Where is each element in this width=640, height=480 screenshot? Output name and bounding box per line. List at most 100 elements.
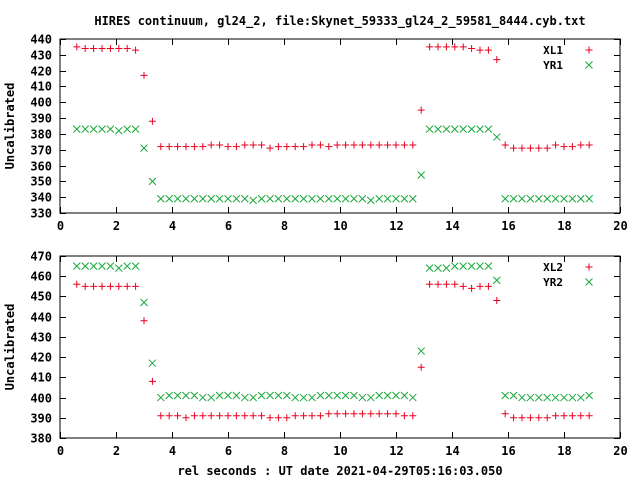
- data-point: [375, 410, 383, 418]
- data-point: [518, 194, 526, 203]
- y-tick-label: 350: [30, 175, 52, 189]
- data-point: [442, 125, 451, 134]
- data-point: [106, 262, 115, 270]
- data-point: [215, 391, 224, 400]
- data-point: [400, 194, 409, 203]
- data-point: [316, 194, 325, 203]
- y-axis-label: Uncalibrated: [3, 83, 17, 170]
- data-point: [182, 143, 190, 151]
- data-point: [426, 280, 434, 288]
- data-point: [543, 393, 552, 402]
- data-point: [543, 194, 552, 203]
- y-tick-label: 390: [30, 112, 52, 126]
- data-point: [358, 194, 367, 203]
- data-point: [232, 194, 241, 203]
- y-tick-label: 420: [30, 65, 52, 79]
- data-point: [123, 125, 132, 134]
- data-point: [492, 276, 501, 285]
- x-tick-label: 20: [613, 444, 627, 458]
- data-point: [283, 414, 291, 422]
- x-tick-label: 0: [57, 219, 64, 233]
- data-point: [417, 363, 425, 371]
- data-point: [434, 280, 442, 288]
- x-tick-label: 14: [445, 444, 459, 458]
- data-point: [316, 391, 325, 400]
- data-point: [148, 177, 157, 186]
- data-point: [324, 194, 333, 203]
- data-point: [526, 144, 534, 152]
- series-xl2: [73, 280, 593, 422]
- data-point: [442, 280, 450, 288]
- data-point: [249, 412, 257, 420]
- data-point: [140, 71, 148, 79]
- data-point: [468, 44, 476, 52]
- data-point: [140, 317, 148, 325]
- plot-frame: [59, 255, 621, 439]
- data-point: [199, 412, 207, 420]
- data-point: [552, 412, 560, 420]
- data-point: [115, 44, 123, 52]
- data-point: [81, 282, 89, 290]
- data-point: [266, 391, 274, 400]
- data-point: [316, 412, 324, 420]
- data-point: [577, 412, 585, 420]
- x-tick-label: 10: [333, 219, 347, 233]
- data-point: [492, 133, 501, 141]
- data-point: [216, 412, 224, 420]
- data-point: [148, 359, 157, 368]
- y-tick-label: 370: [30, 144, 52, 158]
- data-point: [258, 141, 266, 149]
- data-point: [291, 412, 299, 420]
- data-point: [266, 414, 274, 422]
- data-point: [207, 393, 216, 402]
- x-tick-label: 16: [501, 219, 515, 233]
- data-point: [434, 43, 442, 51]
- data-point: [526, 393, 535, 402]
- data-point: [173, 391, 182, 400]
- data-point: [392, 410, 400, 418]
- x-axis-label: rel seconds : UT date 2021-04-29T05:16:0…: [177, 464, 502, 478]
- data-point: [90, 44, 98, 52]
- data-point: [392, 391, 400, 400]
- data-point: [283, 143, 291, 151]
- y-tick-label: 340: [30, 191, 52, 205]
- data-point: [190, 391, 199, 400]
- data-point: [258, 412, 266, 420]
- data-point: [341, 194, 350, 203]
- data-point: [450, 262, 459, 270]
- x-tick-label: 20: [613, 219, 627, 233]
- data-point: [131, 125, 140, 134]
- data-point: [358, 141, 366, 149]
- data-point: [417, 347, 426, 355]
- y-tick-label: 450: [30, 290, 52, 304]
- data-point: [182, 414, 190, 422]
- data-point: [384, 141, 392, 149]
- data-point: [577, 141, 585, 149]
- data-point: [476, 46, 484, 54]
- data-point: [199, 143, 207, 151]
- data-point: [400, 412, 408, 420]
- data-point: [501, 391, 510, 400]
- data-point: [232, 391, 241, 400]
- data-point: [375, 194, 384, 203]
- data-point: [98, 262, 106, 270]
- data-point: [510, 144, 518, 152]
- data-point: [476, 282, 484, 290]
- x-tick-label: 6: [225, 444, 232, 458]
- data-point: [434, 264, 442, 272]
- data-point: [131, 262, 140, 270]
- data-point: [173, 194, 182, 203]
- data-point: [518, 414, 526, 422]
- data-point: [342, 410, 350, 418]
- data-point: [90, 282, 98, 290]
- y-tick-label: 470: [30, 250, 52, 264]
- data-point: [132, 282, 140, 290]
- data-point: [165, 391, 174, 400]
- data-point: [467, 125, 476, 134]
- plot-frame: [59, 38, 621, 214]
- data-point: [417, 171, 426, 179]
- data-point: [140, 144, 148, 152]
- data-point: [72, 125, 81, 134]
- data-point: [408, 194, 417, 203]
